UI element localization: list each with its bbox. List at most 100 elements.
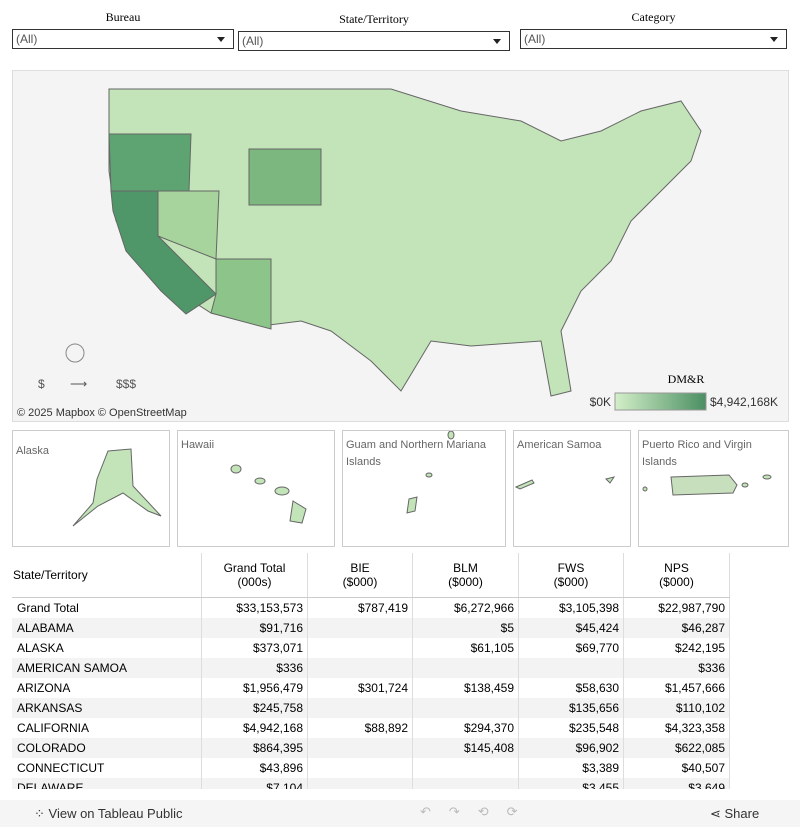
table-cell — [307, 778, 413, 789]
inset-map[interactable]: Alaska — [12, 430, 170, 547]
table-cell: $43,896 — [201, 758, 308, 778]
table-row: Grand Total $33,153,573 $787,419 $6,272,966… — [12, 597, 730, 618]
filter-select[interactable]: (All) — [520, 29, 787, 49]
info-icon[interactable] — [65, 343, 85, 363]
table-row: ARKANSAS $245,758 $135,656 $110,102 — [12, 698, 730, 718]
table-cell: $88,892 — [307, 718, 413, 738]
table-cell: $69,770 — [518, 638, 624, 658]
scale-low: $ — [38, 377, 45, 391]
table-cell: $3,455 — [518, 778, 624, 789]
inset-shape — [642, 474, 772, 496]
table-cell: $5 — [412, 618, 519, 638]
column-header: BIE ($000) — [307, 553, 413, 598]
filter: State/Territory (All) — [238, 12, 510, 51]
table-cell: $45,424 — [518, 618, 624, 638]
inset-shape — [406, 431, 455, 514]
table-cell: $91,716 — [201, 618, 308, 638]
table-cell: $46,287 — [623, 618, 730, 638]
table-cell — [412, 698, 519, 718]
table-cell: CONNECTICUT — [12, 758, 202, 778]
data-table: State/Territory Grand Total (000s) BIE ($0… — [12, 553, 730, 789]
share-text: Share — [724, 806, 760, 821]
column-header: BLM ($000) — [412, 553, 519, 598]
scale-high: $$$ — [116, 377, 136, 391]
state-nevada — [157, 190, 220, 260]
header-row: State/Territory Grand Total (000s) BIE ($0… — [12, 553, 730, 598]
table-cell: $336 — [201, 658, 308, 678]
state-arizona — [210, 258, 272, 330]
inset-shape — [514, 476, 616, 490]
column-header: State/Territory — [12, 553, 202, 598]
share-button[interactable]: ⋖ Share — [710, 806, 760, 821]
table-row: COLORADO $864,395 $145,408 $96,902 $622,085 — [12, 738, 730, 758]
inset-map[interactable]: Hawaii — [177, 430, 335, 547]
legend-ramp — [614, 392, 707, 411]
legend-max: $4,942,168K — [710, 395, 778, 409]
filter-select[interactable]: (All) — [12, 29, 234, 49]
table-cell: COLORADO — [12, 738, 202, 758]
table-cell: $40,507 — [623, 758, 730, 778]
table-cell: Grand Total — [12, 597, 202, 618]
table-row: ALABAMA $91,716 $5 $45,424 $46,287 — [12, 618, 730, 638]
table-cell: $373,071 — [201, 638, 308, 658]
column-header: FWS ($000) — [518, 553, 624, 598]
tableau-link[interactable]: ⁘ View on Tableau Public — [34, 806, 183, 821]
state-oregon — [108, 133, 192, 192]
table-cell: $110,102 — [623, 698, 730, 718]
map[interactable]: $ ⟶ $$$ © 2025 Mapbox © OpenStreetMap DM… — [12, 70, 789, 422]
table-cell — [307, 738, 413, 758]
table-cell: $1,457,666 — [623, 678, 730, 698]
attribution: © 2025 Mapbox © OpenStreetMap — [17, 407, 187, 419]
table-cell: ARIZONA — [12, 678, 202, 698]
table-cell: $1,956,479 — [201, 678, 308, 698]
table-cell — [518, 658, 624, 678]
inset-shape — [72, 448, 162, 527]
table-cell — [307, 758, 413, 778]
inset-map[interactable]: Puerto Rico and Virgin Islands — [638, 430, 789, 547]
filter-select[interactable]: (All) — [238, 31, 510, 51]
table-row: CONNECTICUT $43,896 $3,389 $40,507 — [12, 758, 730, 778]
table-row: DELAWARE $7,104 $3,455 $3,649 — [12, 778, 730, 789]
table-cell: $3,105,398 — [518, 597, 624, 618]
table-cell: $7,104 — [201, 778, 308, 789]
inset-label: Puerto Rico and Virgin Islands — [642, 439, 752, 468]
inset-map[interactable]: American Samoa — [513, 430, 631, 547]
table-cell — [412, 778, 519, 789]
filter: Category (All) — [520, 10, 787, 49]
table-cell: $6,272,966 — [412, 597, 519, 618]
table-cell: $145,408 — [412, 738, 519, 758]
state-wyoming — [248, 148, 322, 206]
inset-label: Guam and Northern Mariana Islands — [346, 439, 487, 468]
table-cell — [412, 658, 519, 678]
legend-min: $0K — [590, 395, 611, 409]
table-row: ARIZONA $1,956,479 $301,724 $138,459 $58,630… — [12, 678, 730, 698]
table-cell: $245,758 — [201, 698, 308, 718]
scale-arrow: ⟶ — [70, 377, 87, 391]
table-cell: $235,548 — [518, 718, 624, 738]
table-cell: $3,389 — [518, 758, 624, 778]
filter-label: Category — [631, 10, 676, 24]
table-viewport: State/Territory Grand Total (000s) BIE ($0… — [0, 553, 800, 789]
table-cell: $33,153,573 — [201, 597, 308, 618]
table-cell: AMERICAN SAMOA — [12, 658, 202, 678]
table-cell — [307, 698, 413, 718]
table-cell: $787,419 — [307, 597, 413, 618]
inset-map[interactable]: Guam and Northern Mariana Islands — [342, 430, 506, 547]
table-cell: CALIFORNIA — [12, 718, 202, 738]
table-row: CALIFORNIA $4,942,168 $88,892 $294,370 $235,… — [12, 718, 730, 738]
inset-label: Alaska — [16, 445, 50, 457]
table-cell: $138,459 — [412, 678, 519, 698]
column-header: Grand Total (000s) — [201, 553, 308, 598]
inset-label: Hawaii — [181, 439, 215, 451]
table-cell: $4,323,358 — [623, 718, 730, 738]
table-cell: ARKANSAS — [12, 698, 202, 718]
filter-label: State/Territory — [339, 12, 409, 26]
link-text: View on Tableau Public — [48, 806, 183, 821]
toolbar: ⁘ View on Tableau Public ↶↷⟲⟳ ⋖ Share — [0, 800, 800, 827]
table-cell: $301,724 — [307, 678, 413, 698]
table-cell: $3,649 — [623, 778, 730, 789]
column-header: NPS ($000) — [623, 553, 730, 598]
table-cell: ALABAMA — [12, 618, 202, 638]
table-cell: $4,942,168 — [201, 718, 308, 738]
table-cell — [412, 758, 519, 778]
